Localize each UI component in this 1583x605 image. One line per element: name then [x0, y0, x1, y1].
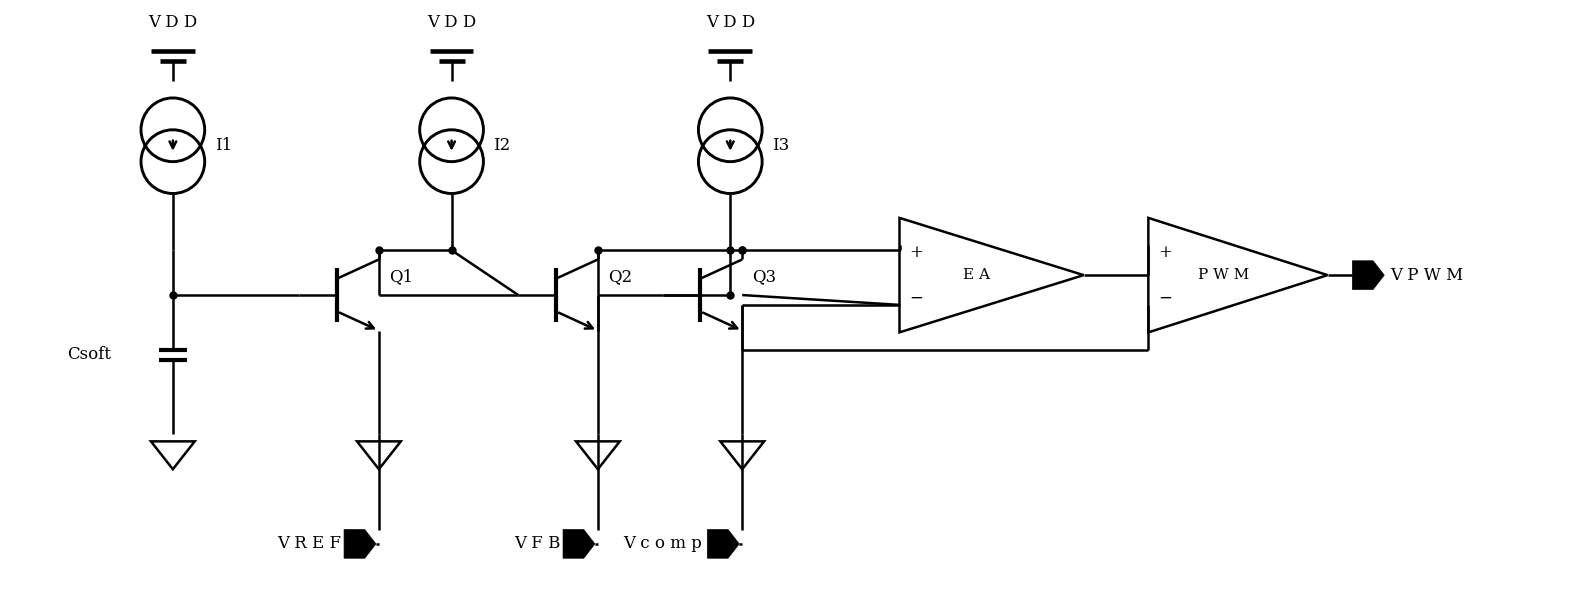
- Text: V P W M: V P W M: [1390, 267, 1464, 284]
- Text: V c o m p: V c o m p: [624, 535, 703, 552]
- Text: Q3: Q3: [752, 269, 776, 286]
- Text: V R E F: V R E F: [277, 535, 340, 552]
- Polygon shape: [564, 529, 595, 558]
- Polygon shape: [344, 529, 375, 558]
- Text: −: −: [1159, 290, 1171, 307]
- Text: I3: I3: [773, 137, 790, 154]
- Polygon shape: [1352, 261, 1384, 289]
- Text: +: +: [910, 244, 923, 261]
- Text: V F B: V F B: [514, 535, 560, 552]
- Text: V D D: V D D: [706, 15, 755, 31]
- Text: Csoft: Csoft: [66, 346, 111, 363]
- Text: Q2: Q2: [608, 269, 632, 286]
- Text: P W M: P W M: [1198, 268, 1249, 282]
- Text: V D D: V D D: [149, 15, 198, 31]
- Polygon shape: [708, 529, 739, 558]
- Text: I2: I2: [494, 137, 511, 154]
- Text: −: −: [910, 290, 923, 307]
- Text: Q1: Q1: [389, 269, 413, 286]
- Text: E A: E A: [964, 268, 991, 282]
- Text: I1: I1: [215, 137, 233, 154]
- Text: +: +: [1159, 244, 1171, 261]
- Text: V D D: V D D: [427, 15, 476, 31]
